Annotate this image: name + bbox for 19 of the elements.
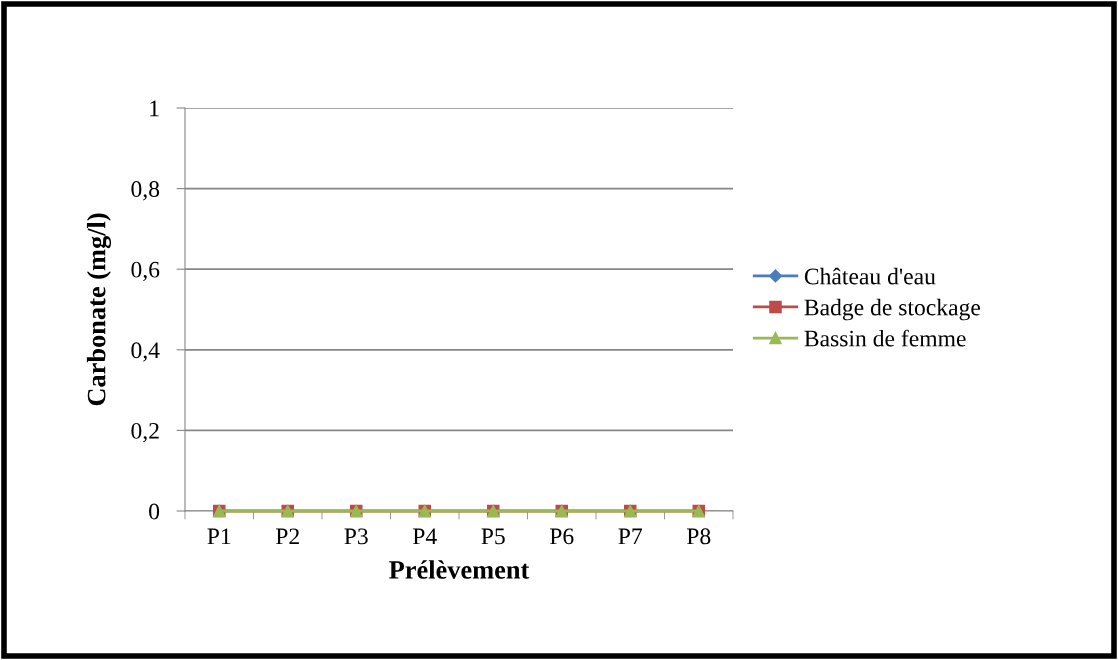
y-axis-title: Carbonate (mg/l) [86,213,112,406]
legend-label: Badge de stockage [804,298,981,321]
x-tick-label: P6 [549,528,574,545]
x-tick-label: P2 [275,528,299,545]
x-tick-label: P8 [686,528,711,545]
x-tick-label: P7 [618,528,643,545]
y-tick-label: 0,6 [131,261,160,282]
y-tick-label: 1 [150,100,159,117]
y-tick-label: 0 [149,503,160,520]
x-tick-label: P1 [207,528,231,545]
legend-label: Bassin de femme [804,329,966,347]
x-tick-label: P4 [412,528,437,545]
y-tick-label: 0,2 [131,422,159,443]
x-tick-label: P5 [481,528,505,545]
y-tick-label: 0,4 [131,342,160,362]
legend-label: Château d'eau [804,267,936,285]
x-tick-label: P3 [344,528,368,545]
x-axis-title: Prélèvement [389,560,530,579]
y-tick-label: 0,8 [131,181,160,201]
